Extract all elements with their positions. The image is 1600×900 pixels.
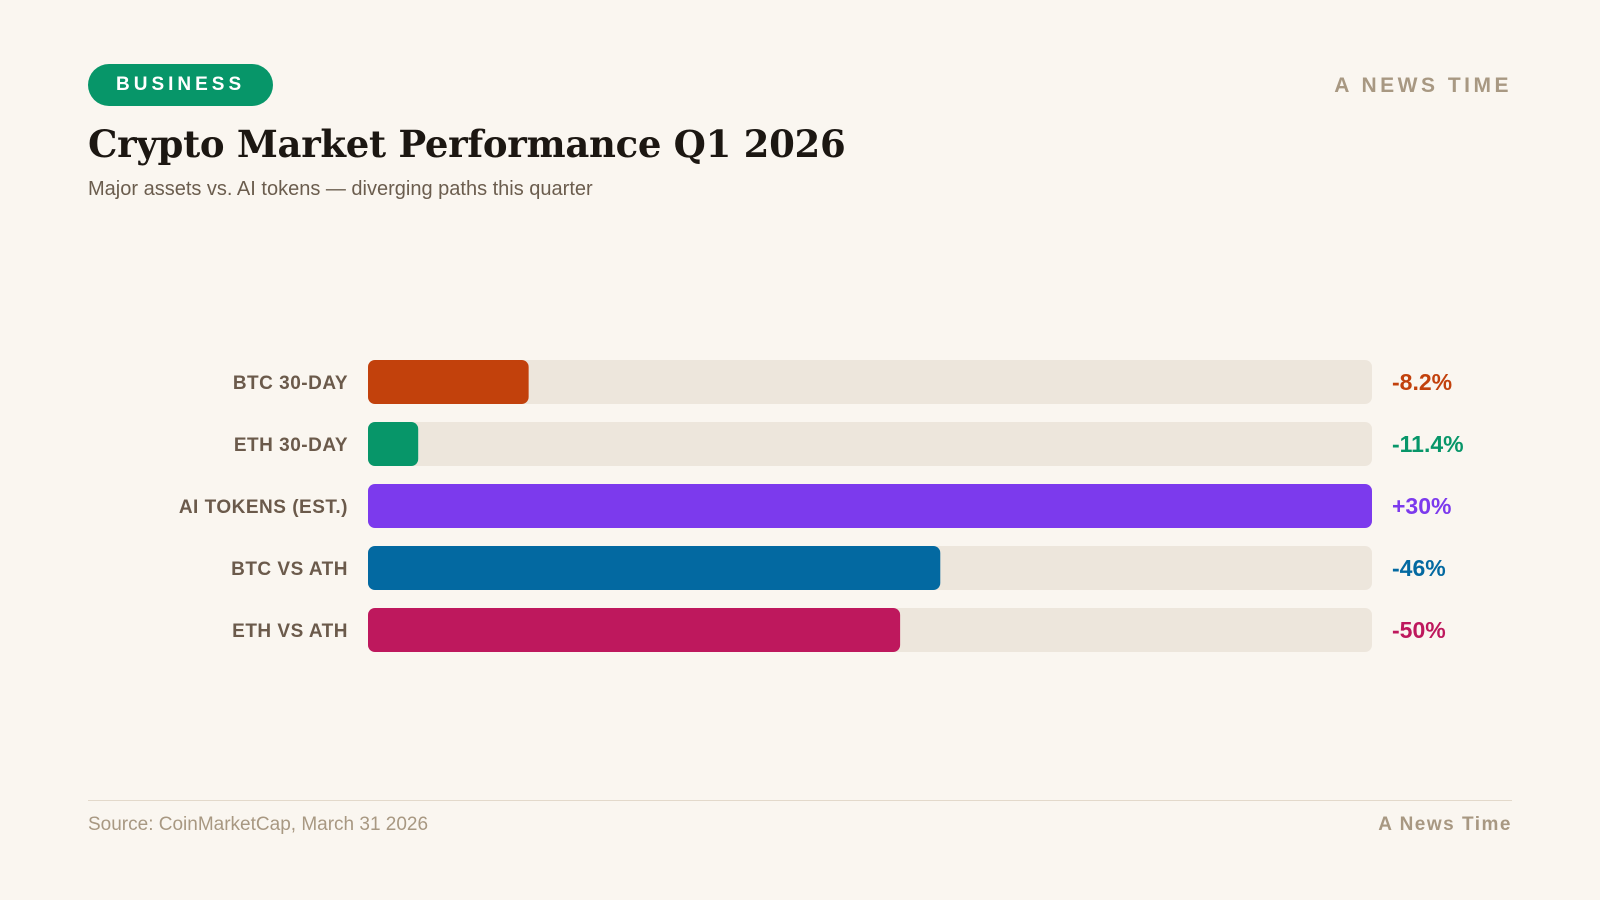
source-note: Source: CoinMarketCap, March 31 2026 <box>88 814 429 835</box>
bar-track-eth-30-day <box>368 422 1372 466</box>
bar-eth-30-day <box>368 422 419 466</box>
value-label-btc-vs-ath: -46% <box>1392 555 1446 581</box>
chart-title: Crypto Market Performance Q1 2026 <box>88 122 846 166</box>
value-label-eth-vs-ath: -50% <box>1392 617 1446 643</box>
category-label-btc-vs-ath: BTC VS ATH <box>231 559 348 580</box>
category-label-btc-30-day: BTC 30-DAY <box>233 373 348 394</box>
bar-btc-30-day <box>368 360 529 404</box>
value-label-btc-30-day: -8.2% <box>1392 369 1452 395</box>
bar-ai-tokens-est <box>368 484 1372 528</box>
bar-track-btc-30-day <box>368 360 1372 404</box>
bar-btc-vs-ath <box>368 546 941 590</box>
brand-logo-text: A NEWS TIME <box>1334 74 1512 97</box>
category-label-eth-vs-ath: ETH VS ATH <box>232 621 348 642</box>
value-label-eth-30-day: -11.4% <box>1392 431 1464 457</box>
footer-divider <box>88 800 1512 801</box>
category-label-eth-30-day: ETH 30-DAY <box>234 435 348 456</box>
bar-eth-vs-ath <box>368 608 901 652</box>
category-badge: BUSINESS <box>88 64 274 106</box>
footer-brand: A News Time <box>1378 814 1512 835</box>
value-label-ai-tokens-est: +30% <box>1392 493 1451 519</box>
category-label-ai-tokens-est: AI TOKENS (EST.) <box>179 497 348 518</box>
chart-subtitle: Major assets vs. AI tokens — diverging p… <box>88 178 593 200</box>
